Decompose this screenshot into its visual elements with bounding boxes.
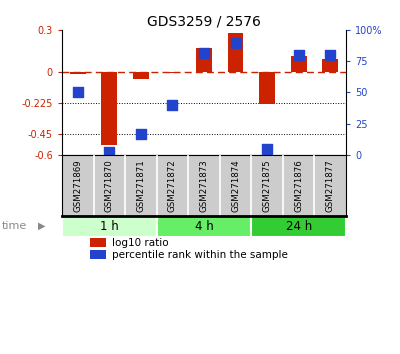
Bar bbox=[133, 72, 149, 79]
Bar bbox=[259, 72, 275, 104]
Bar bbox=[291, 56, 306, 72]
Text: ▶: ▶ bbox=[38, 221, 46, 231]
Text: 24 h: 24 h bbox=[286, 220, 312, 233]
Point bbox=[232, 40, 239, 45]
Text: GSM271872: GSM271872 bbox=[168, 159, 177, 212]
Bar bbox=[90, 238, 106, 247]
Point bbox=[327, 52, 334, 58]
Bar bbox=[228, 33, 244, 72]
Text: GSM271870: GSM271870 bbox=[105, 159, 114, 212]
Bar bbox=[70, 72, 86, 74]
Point bbox=[169, 102, 176, 108]
Text: GSM271871: GSM271871 bbox=[136, 159, 145, 212]
Title: GDS3259 / 2576: GDS3259 / 2576 bbox=[147, 15, 261, 29]
Text: GSM271873: GSM271873 bbox=[200, 159, 208, 212]
Point bbox=[201, 50, 207, 55]
Point bbox=[106, 149, 112, 155]
Bar bbox=[251, 216, 346, 236]
Text: 4 h: 4 h bbox=[195, 220, 213, 233]
Text: percentile rank within the sample: percentile rank within the sample bbox=[112, 250, 288, 259]
Point bbox=[296, 52, 302, 58]
Bar bbox=[102, 72, 117, 145]
Bar bbox=[196, 48, 212, 72]
Point bbox=[264, 146, 270, 152]
Text: time: time bbox=[2, 221, 27, 231]
Bar bbox=[164, 72, 180, 73]
Bar bbox=[62, 216, 157, 236]
Text: 1 h: 1 h bbox=[100, 220, 119, 233]
Text: GSM271874: GSM271874 bbox=[231, 159, 240, 212]
Text: GSM271876: GSM271876 bbox=[294, 159, 303, 212]
Text: GSM271877: GSM271877 bbox=[326, 159, 335, 212]
Text: GSM271875: GSM271875 bbox=[263, 159, 272, 212]
Bar bbox=[157, 216, 251, 236]
Point bbox=[74, 90, 81, 95]
Point bbox=[138, 131, 144, 136]
Text: log10 ratio: log10 ratio bbox=[112, 238, 168, 248]
Text: GSM271869: GSM271869 bbox=[73, 159, 82, 212]
Bar bbox=[90, 250, 106, 259]
Bar bbox=[322, 59, 338, 72]
